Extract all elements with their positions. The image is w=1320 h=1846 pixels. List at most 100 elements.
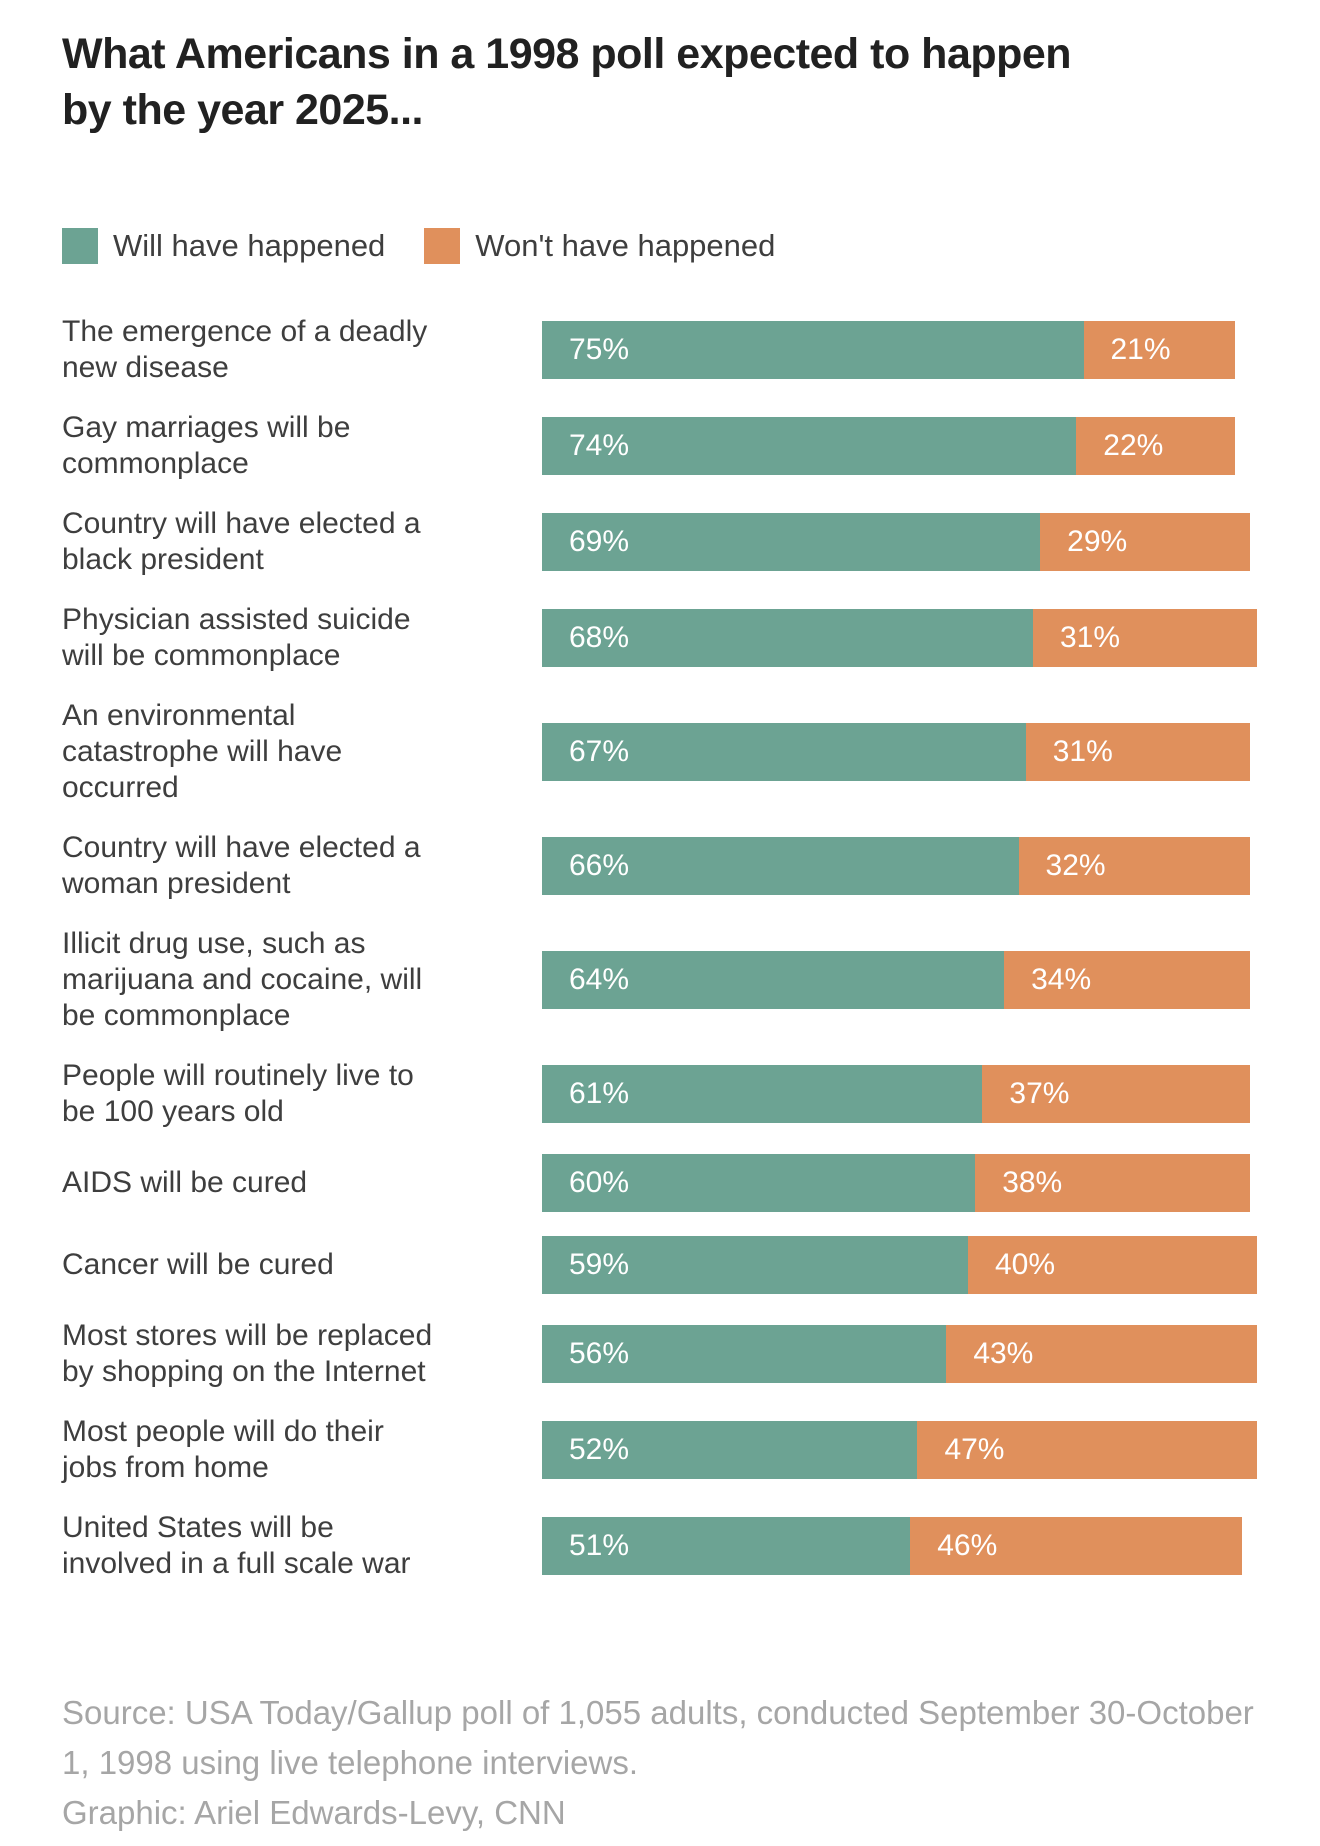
bar-track: 64% 34% — [542, 951, 1250, 1009]
bar-value-label: 47% — [944, 1433, 1005, 1466]
row-label: Cancer will be cured — [62, 1247, 492, 1283]
chart-row: Illicit drug use, such as marijuana and c… — [62, 926, 1264, 1034]
row-label-line: will be commonplace — [62, 639, 341, 672]
row-label-line: Gay marriages will be — [62, 411, 351, 444]
bar-segment-will: 64% — [542, 951, 1005, 1009]
bar-value-label: 40% — [994, 1248, 1056, 1281]
row-label: AIDS will be cured — [62, 1165, 492, 1201]
bar-segment-wont: 22% — [1076, 417, 1236, 475]
bar-value-label: 74% — [569, 429, 630, 462]
row-label-line: The emergence of a deadly — [62, 315, 428, 348]
bar-segment-wont: 37% — [982, 1065, 1250, 1123]
bar-value-label: 21% — [1110, 333, 1171, 366]
bar-value-label: 59% — [569, 1248, 630, 1281]
bar-segment-will: 74% — [542, 417, 1077, 475]
will-happen-swatch-icon — [62, 228, 98, 264]
bar-value-label: 52% — [569, 1433, 630, 1466]
row-label-line: be commonplace — [62, 999, 291, 1032]
chart-row: Country will have elected a woman preside… — [62, 830, 1264, 902]
bar-value-label: 31% — [1052, 735, 1113, 768]
bar-track: 67% 31% — [542, 723, 1250, 781]
chart-row: Cancer will be cured 59% 40% — [62, 1236, 1264, 1294]
bar-segment-wont: 46% — [910, 1517, 1243, 1575]
chart-row: Country will have elected a black preside… — [62, 506, 1264, 578]
bar-value-label: 34% — [1031, 963, 1092, 996]
row-label-line: An environmental — [62, 699, 296, 732]
row-label-line: Cancer will be cured — [62, 1248, 334, 1281]
row-label-line: black president — [62, 543, 264, 576]
bar-segment-wont: 31% — [1032, 609, 1257, 667]
bar-segment-will: 51% — [542, 1517, 911, 1575]
bar-value-label: 69% — [569, 525, 630, 558]
row-label-line: woman president — [62, 867, 291, 900]
chart-rows: The emergence of a deadly new disease 75% 2… — [62, 314, 1264, 1582]
bar-segment-will: 61% — [542, 1065, 983, 1123]
bar-track: 61% 37% — [542, 1065, 1250, 1123]
bar-track: 52% 47% — [542, 1421, 1257, 1479]
bar-segment-wont: 34% — [1004, 951, 1250, 1009]
chart-row: People will routinely live to be 100 year… — [62, 1058, 1264, 1130]
graphic-credit: Graphic: Ariel Edwards-Levy, CNN — [62, 1794, 566, 1831]
row-label-line: Physician assisted suicide — [62, 603, 411, 636]
bar-segment-will: 68% — [542, 609, 1033, 667]
row-label: Most stores will be replaced by shopping … — [62, 1318, 492, 1390]
bar-value-label: 64% — [569, 963, 630, 996]
chart-row: Most stores will be replaced by shopping … — [62, 1318, 1264, 1390]
bar-track: 69% 29% — [542, 513, 1250, 571]
bar-segment-wont: 40% — [967, 1236, 1257, 1294]
legend-item-will: Will have happened — [62, 228, 385, 264]
bar-value-label: 67% — [569, 735, 630, 768]
row-label: Country will have elected a black preside… — [62, 506, 492, 578]
bar-value-label: 68% — [569, 621, 630, 654]
row-label: Illicit drug use, such as marijuana and c… — [62, 926, 492, 1034]
row-label-line: commonplace — [62, 447, 249, 480]
row-label: United States will be involved in a full … — [62, 1510, 492, 1582]
legend-label-wont: Won't have happened — [475, 228, 776, 263]
chart-row: AIDS will be cured 60% 38% — [62, 1154, 1264, 1212]
bar-segment-will: 60% — [542, 1154, 976, 1212]
row-label-line: occurred — [62, 771, 179, 804]
bar-segment-wont: 32% — [1018, 837, 1250, 895]
row-label-line: be 100 years old — [62, 1095, 284, 1128]
bar-value-label: 51% — [569, 1529, 630, 1562]
bar-value-label: 56% — [569, 1337, 630, 1370]
bar-segment-will: 67% — [542, 723, 1026, 781]
row-label: Physician assisted suicide will be common… — [62, 602, 492, 674]
bar-segment-wont: 31% — [1025, 723, 1250, 781]
row-label-line: Most stores will be replaced — [62, 1319, 433, 1352]
row-label: The emergence of a deadly new disease — [62, 314, 492, 386]
row-label-line: marijuana and cocaine, will — [62, 963, 423, 996]
row-label: Country will have elected a woman preside… — [62, 830, 492, 902]
bar-segment-will: 75% — [542, 321, 1084, 379]
bar-value-label: 75% — [569, 333, 630, 366]
wont-happen-swatch-icon — [424, 228, 461, 264]
row-label-line: People will routinely live to — [62, 1059, 414, 1092]
bar-track: 59% 40% — [542, 1236, 1257, 1294]
row-label-line: by shopping on the Internet — [62, 1355, 426, 1388]
bar-value-label: 46% — [937, 1529, 998, 1562]
bar-segment-will: 66% — [542, 837, 1019, 895]
bar-segment-wont: 29% — [1040, 513, 1250, 571]
chart-row: The emergence of a deadly new disease 75% 2… — [62, 314, 1264, 386]
row-label-line: new disease — [62, 351, 229, 384]
chart-row: An environmental catastrophe will have occ… — [62, 698, 1264, 806]
bar-value-label: 22% — [1103, 429, 1164, 462]
bar-track: 66% 32% — [542, 837, 1250, 895]
bar-track: 60% 38% — [542, 1154, 1250, 1212]
bar-value-label: 43% — [973, 1337, 1034, 1370]
row-label-line: jobs from home — [62, 1451, 269, 1484]
row-label-line: involved in a full scale war — [62, 1547, 411, 1580]
bar-segment-will: 69% — [542, 513, 1041, 571]
bar-value-label: 61% — [569, 1077, 630, 1110]
row-label: An environmental catastrophe will have occ… — [62, 698, 492, 806]
chart-row: United States will be involved in a full … — [62, 1510, 1264, 1582]
bar-track: 56% 43% — [542, 1325, 1257, 1383]
source-note: Source: USA Today/Gallup poll of 1,055 a… — [62, 1694, 1254, 1781]
row-label-line: Illicit drug use, such as — [62, 927, 366, 960]
bar-track: 75% 21% — [542, 321, 1236, 379]
bar-segment-wont: 47% — [917, 1421, 1257, 1479]
bar-value-label: 60% — [569, 1166, 630, 1199]
bar-track: 51% 46% — [542, 1517, 1243, 1575]
bar-segment-wont: 21% — [1083, 321, 1236, 379]
